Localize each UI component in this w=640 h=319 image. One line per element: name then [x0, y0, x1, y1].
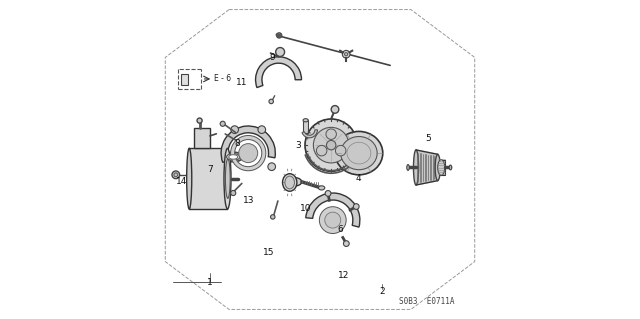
- Circle shape: [174, 173, 178, 177]
- Circle shape: [258, 126, 266, 133]
- Circle shape: [220, 121, 225, 126]
- Circle shape: [326, 129, 337, 139]
- Text: 12: 12: [338, 271, 349, 280]
- Text: 9: 9: [269, 53, 275, 62]
- Ellipse shape: [282, 174, 297, 191]
- Circle shape: [325, 190, 331, 196]
- Circle shape: [269, 99, 273, 104]
- Text: 14: 14: [175, 177, 187, 186]
- Ellipse shape: [413, 150, 419, 185]
- Ellipse shape: [223, 152, 243, 162]
- Wedge shape: [302, 130, 317, 138]
- Ellipse shape: [303, 119, 308, 122]
- Ellipse shape: [224, 148, 231, 209]
- Wedge shape: [306, 193, 360, 227]
- Circle shape: [326, 140, 336, 150]
- Ellipse shape: [449, 165, 452, 170]
- Circle shape: [239, 144, 258, 163]
- Circle shape: [276, 33, 282, 38]
- Text: 11: 11: [236, 78, 248, 87]
- Polygon shape: [416, 150, 438, 185]
- Circle shape: [271, 215, 275, 219]
- Circle shape: [319, 207, 346, 234]
- Ellipse shape: [407, 165, 410, 170]
- Bar: [194, 128, 210, 148]
- Ellipse shape: [227, 154, 240, 160]
- Circle shape: [353, 204, 359, 210]
- Circle shape: [316, 145, 327, 156]
- Bar: [181, 74, 188, 85]
- Wedge shape: [221, 126, 275, 162]
- Bar: [303, 120, 308, 133]
- Text: 7: 7: [207, 165, 213, 174]
- Text: 13: 13: [243, 197, 254, 205]
- Circle shape: [305, 119, 357, 171]
- Ellipse shape: [228, 155, 237, 159]
- Circle shape: [342, 50, 350, 58]
- Text: 1: 1: [207, 278, 213, 287]
- Bar: [438, 160, 445, 175]
- Ellipse shape: [340, 137, 377, 170]
- Text: 10: 10: [300, 204, 312, 213]
- Circle shape: [268, 163, 276, 170]
- Ellipse shape: [187, 148, 192, 209]
- Text: S0B3  E0711A: S0B3 E0711A: [399, 297, 454, 306]
- Text: 5: 5: [426, 134, 431, 143]
- Circle shape: [344, 241, 349, 247]
- Text: 8: 8: [234, 139, 240, 148]
- Circle shape: [231, 126, 239, 133]
- Ellipse shape: [435, 154, 440, 181]
- Text: 4: 4: [355, 174, 361, 183]
- Text: 15: 15: [263, 248, 275, 256]
- Ellipse shape: [225, 159, 230, 198]
- Ellipse shape: [335, 131, 383, 175]
- Ellipse shape: [285, 176, 294, 189]
- Circle shape: [314, 127, 349, 163]
- Ellipse shape: [284, 177, 302, 186]
- Circle shape: [172, 171, 180, 179]
- Ellipse shape: [319, 186, 324, 190]
- Text: 6: 6: [338, 225, 344, 234]
- Circle shape: [344, 53, 348, 56]
- Wedge shape: [230, 136, 266, 171]
- Text: E - 6: E - 6: [214, 74, 232, 84]
- Circle shape: [331, 106, 339, 113]
- Bar: [189, 148, 227, 209]
- Circle shape: [276, 48, 285, 56]
- Text: 2: 2: [380, 287, 385, 296]
- Wedge shape: [255, 57, 301, 88]
- Ellipse shape: [438, 160, 445, 175]
- Circle shape: [324, 212, 340, 228]
- Text: 3: 3: [295, 141, 301, 150]
- Circle shape: [197, 118, 202, 123]
- Circle shape: [230, 190, 236, 196]
- Circle shape: [335, 145, 346, 156]
